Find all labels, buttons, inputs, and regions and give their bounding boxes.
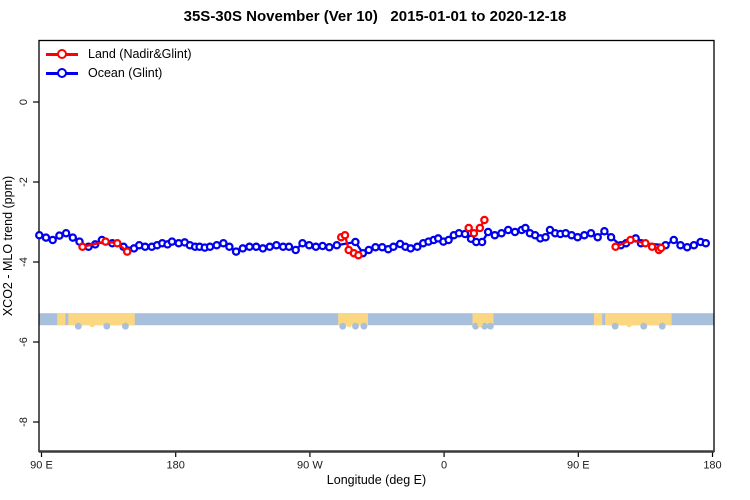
- svg-text:-6: -6: [18, 337, 30, 347]
- svg-text:180: 180: [703, 460, 721, 472]
- svg-text:90 E: 90 E: [567, 460, 590, 472]
- legend-item-land: Land (Nadir&Glint): [46, 46, 192, 62]
- svg-text:0: 0: [441, 460, 447, 472]
- svg-text:-8: -8: [18, 417, 30, 427]
- legend: Land (Nadir&Glint) Ocean (Glint): [46, 46, 192, 81]
- svg-text:90 W: 90 W: [297, 460, 323, 472]
- svg-text:-4: -4: [18, 257, 30, 267]
- legend-item-ocean: Ocean (Glint): [46, 65, 192, 81]
- ocean-series-marker-icon: [46, 68, 78, 78]
- x-axis-label: Longitude (deg E): [326, 473, 427, 487]
- svg-text:0: 0: [18, 99, 30, 105]
- svg-text:-2: -2: [18, 177, 30, 187]
- land-ocean-strip: [0, 313, 714, 332]
- land-series: [78, 215, 666, 260]
- legend-label-land: Land (Nadir&Glint): [88, 47, 192, 61]
- chart-title: 35S-30S November (Ver 10) 2015-01-01 to …: [183, 8, 567, 25]
- svg-text:90 E: 90 E: [30, 460, 53, 472]
- land-series-marker-icon: [46, 49, 78, 59]
- legend-label-ocean: Ocean (Glint): [88, 66, 163, 80]
- svg-text:180: 180: [167, 460, 185, 472]
- axis-tick-labels: 90 E 180 90 W 0 90 E 180 0 -2 -4 -6 -8: [18, 99, 722, 472]
- ocean-series: [35, 223, 711, 258]
- y-axis-label: XCO2 - MLO trend (ppm): [1, 175, 15, 317]
- axis-ticks: [33, 101, 714, 457]
